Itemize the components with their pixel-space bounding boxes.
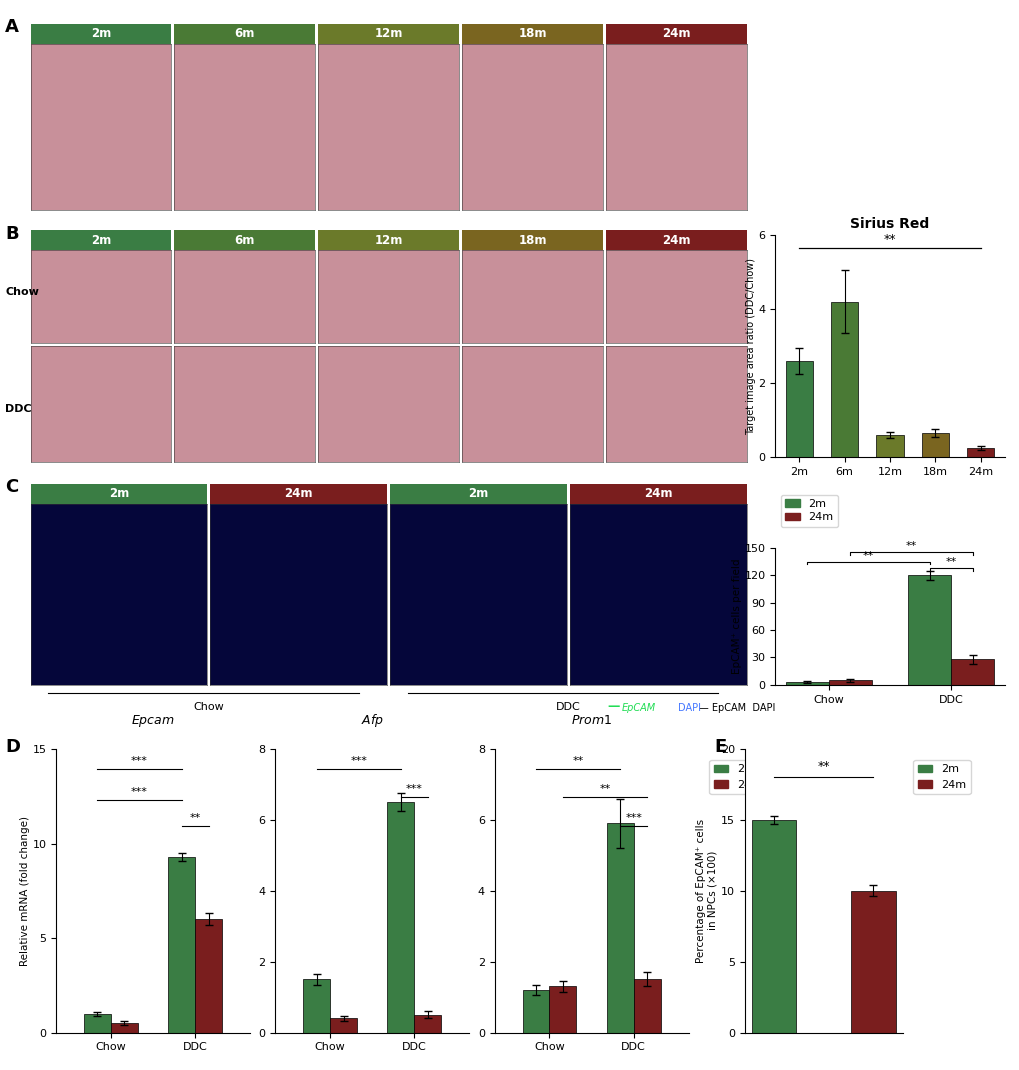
Text: DDC: DDC (555, 702, 580, 713)
Text: **: ** (905, 541, 916, 551)
Text: **: ** (816, 760, 829, 774)
Text: DDC: DDC (5, 403, 32, 413)
Text: **: ** (862, 551, 873, 561)
Bar (751, 820, 796, 1033)
Text: **: ** (572, 756, 583, 766)
Legend: 2m, 24m: 2m, 24m (708, 760, 766, 794)
Text: —: — (606, 700, 619, 713)
Title: $\it{Prom1}$: $\it{Prom1}$ (571, 714, 611, 727)
Bar (921, 433, 948, 457)
Text: D: D (5, 738, 20, 756)
Bar (785, 361, 812, 457)
Bar (330, 1019, 357, 1033)
Text: 2m: 2m (468, 487, 488, 501)
Text: — EpCAM  DAPI: — EpCAM DAPI (698, 703, 774, 713)
Text: 12m: 12m (374, 233, 403, 247)
Text: 12m: 12m (374, 27, 403, 41)
Text: 18m: 18m (518, 27, 546, 41)
Text: 6m: 6m (234, 233, 255, 247)
Bar (387, 802, 414, 1033)
Text: 24m: 24m (643, 487, 672, 501)
Bar (111, 1023, 138, 1033)
Bar (951, 659, 994, 685)
Text: E: E (713, 738, 726, 756)
Title: $\it{Afp}$: $\it{Afp}$ (361, 712, 383, 729)
Bar (830, 302, 857, 457)
Text: 18m: 18m (518, 233, 546, 247)
Bar (84, 1013, 111, 1033)
Bar (908, 576, 951, 685)
Bar (168, 857, 195, 1033)
Title: Sirius Red: Sirius Red (850, 217, 928, 231)
Text: EpCAM: EpCAM (622, 703, 655, 713)
Text: ***: *** (131, 788, 148, 797)
Bar (522, 990, 549, 1033)
Text: A: A (5, 18, 19, 36)
Bar (850, 890, 895, 1033)
Text: 2m: 2m (91, 233, 111, 247)
Bar (195, 919, 222, 1033)
Text: **: ** (945, 557, 956, 567)
Bar (633, 979, 660, 1033)
Text: 2m: 2m (109, 487, 129, 501)
Text: 24m: 24m (661, 27, 690, 41)
Legend: 2m, 24m: 2m, 24m (780, 494, 838, 526)
Y-axis label: Percentage of EpCAM⁺ cells
in NPCs (×100): Percentage of EpCAM⁺ cells in NPCs (×100… (696, 819, 717, 963)
Text: **: ** (882, 233, 896, 246)
Text: **: ** (190, 813, 201, 823)
Y-axis label: Target image area ratio (DDC/Chow): Target image area ratio (DDC/Chow) (745, 258, 755, 434)
Bar (966, 447, 994, 457)
Bar (875, 434, 903, 457)
Text: B: B (5, 225, 18, 243)
Bar (414, 1014, 441, 1033)
Y-axis label: Relative mRNA (fold change): Relative mRNA (fold change) (19, 815, 30, 966)
Text: **: ** (599, 784, 610, 794)
Bar (827, 681, 870, 685)
Text: DAPI: DAPI (678, 703, 701, 713)
Text: 24m: 24m (661, 233, 690, 247)
Text: ***: *** (406, 784, 423, 794)
Text: ***: *** (131, 756, 148, 766)
Text: 2m: 2m (91, 27, 111, 41)
Bar (549, 987, 576, 1033)
Text: Chow: Chow (5, 287, 39, 297)
Legend: 2m, 24m: 2m, 24m (912, 760, 970, 794)
Bar (785, 682, 827, 685)
Text: C: C (5, 478, 18, 496)
Bar (606, 824, 633, 1033)
Text: 24m: 24m (284, 487, 313, 501)
Text: ***: *** (351, 756, 367, 766)
Text: Chow: Chow (194, 702, 224, 713)
Title: $\it{Epcam}$: $\it{Epcam}$ (131, 713, 174, 729)
Text: 6m: 6m (234, 27, 255, 41)
Bar (303, 979, 330, 1033)
Text: ***: *** (625, 813, 642, 823)
Y-axis label: EpCAM⁺ cells per field: EpCAM⁺ cells per field (731, 559, 741, 674)
